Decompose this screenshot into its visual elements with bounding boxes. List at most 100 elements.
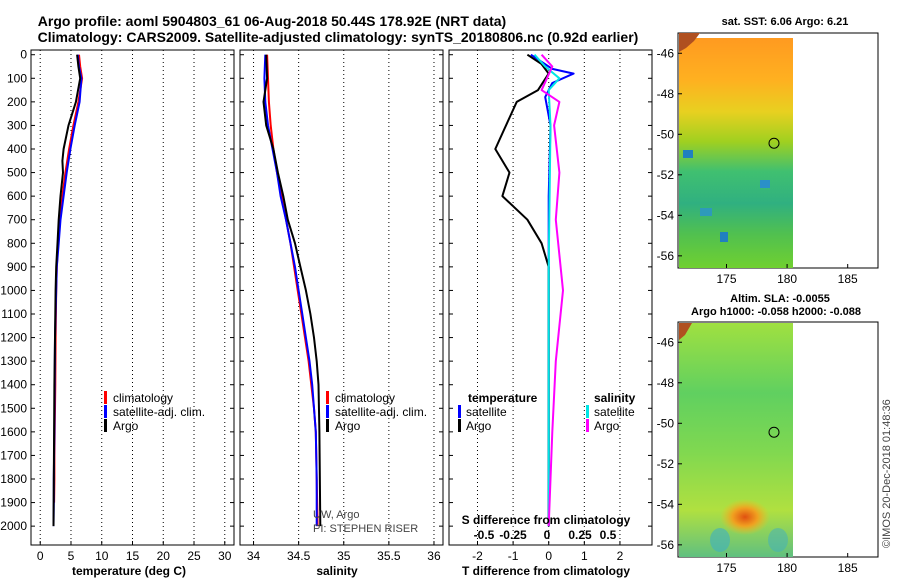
x-tick-label: 20 — [157, 549, 171, 563]
top-axis-ticks: -0.5 -0.25 0 0.25 0.5 — [474, 528, 617, 542]
legend-label: satellite — [594, 405, 635, 419]
y-tick-label: -54 — [657, 208, 675, 222]
depth-tick-label: 1000 — [0, 283, 27, 297]
legend-heading-salinity: salinity — [594, 391, 636, 405]
depth-tick-label: 1100 — [1, 307, 27, 321]
depth-axis-labels: 0 100 200 300 400 500 600 700 800 900 1000 1100 1200… — [0, 48, 27, 533]
sla-map-axes: 175 180 185 -46 -48 -50 -52 -54 -56 — [657, 335, 858, 575]
depth-tick-label: 0 — [20, 48, 27, 62]
legend-swatch-t-argo — [458, 419, 461, 432]
x-tick-label: 35 — [337, 549, 351, 563]
x-tick-label: 1 — [581, 549, 588, 563]
legend-label: satellite-adj. clim. — [335, 405, 427, 419]
legend-swatch-s-satellite — [586, 405, 589, 418]
depth-tick-label: 900 — [7, 260, 27, 274]
series-line-s-argo — [540, 54, 564, 527]
y-tick-label: -48 — [657, 87, 675, 101]
temperature-legend: climatology satellite-adj. clim. Argo — [104, 391, 205, 433]
top-tick-label: -0.25 — [499, 528, 527, 542]
legend-heading-temperature: temperature — [468, 391, 538, 405]
depth-tick-label: 2000 — [0, 519, 27, 533]
x-tick-label: 185 — [838, 272, 858, 286]
difference-legend: temperature satellite Argo salinity sate… — [458, 391, 636, 542]
y-tick-label: -52 — [657, 457, 675, 471]
x-tick-label: 34 — [247, 549, 261, 563]
x-tick-label: 15 — [126, 549, 140, 563]
y-tick-label: -50 — [657, 416, 675, 430]
depth-tick-label: 1200 — [0, 331, 27, 345]
legend-swatch-s-argo — [586, 419, 589, 432]
depth-tick-label: 500 — [7, 166, 27, 180]
legend-swatch-climatology — [104, 391, 107, 404]
y-tick-label: -48 — [657, 376, 675, 390]
difference-panel: -2 -1 0 1 2 — [448, 49, 653, 563]
top-tick-label: 0.5 — [600, 528, 617, 542]
temperature-panel: 0 5 10 15 20 25 30 — [30, 49, 235, 563]
plot-frame — [239, 49, 444, 546]
land-patch — [679, 33, 700, 52]
depth-tick-label: 1800 — [0, 472, 27, 486]
figure-title-line2: Climatology: CARS2009. Satellite-adjuste… — [38, 29, 639, 45]
legend-label: Argo — [113, 419, 139, 433]
legend-swatch-satellite — [326, 405, 329, 418]
sla-low-anomaly — [710, 528, 730, 552]
top-tick-label: 0.25 — [568, 528, 592, 542]
sst-field — [679, 38, 793, 268]
top-tick-label: -0.5 — [474, 528, 495, 542]
sst-map-axes: 175 180 185 -46 -48 -50 -52 -54 -56 — [657, 46, 858, 286]
legend-label: Argo — [335, 419, 361, 433]
legend-label: climatology — [113, 391, 173, 405]
x-tick-label: 5 — [68, 549, 75, 563]
sst-cool-pixel — [683, 150, 693, 158]
x-tick-label: 10 — [95, 549, 109, 563]
legend-label: satellite — [466, 405, 507, 419]
depth-tick-label: 1600 — [0, 425, 27, 439]
argo-position-marker — [768, 137, 780, 149]
x-tick-label: 36 — [427, 549, 441, 563]
sst-map-title: sat. SST: 6.06 Argo: 6.21 — [722, 16, 849, 28]
x-tick-label: 25 — [187, 549, 201, 563]
series-line-argo — [52, 54, 82, 527]
depth-tick-label: 300 — [7, 118, 27, 132]
legend-swatch-satellite — [104, 405, 107, 418]
depth-tick-label: 200 — [7, 95, 27, 109]
x-tick-label: 2 — [617, 549, 624, 563]
credit-text: UW, Argo — [313, 509, 359, 521]
sst-cool-pixel — [720, 232, 728, 242]
watermark-text: ©IMOS 20-Dec-2018 01:48:36 — [881, 399, 893, 548]
y-tick-label: -46 — [657, 46, 675, 60]
y-tick-label: -50 — [657, 127, 675, 141]
sst-map: sat. SST: 6.06 Argo: 6.21 175 180 185 -46 -4… — [657, 16, 879, 286]
salinity-legend: climatology satellite-adj. clim. Argo UW… — [313, 391, 427, 535]
x-tick-label: 175 — [716, 561, 736, 575]
sst-cool-pixel — [700, 208, 712, 216]
depth-tick-label: 100 — [7, 71, 27, 85]
legend-swatch-t-satellite — [458, 405, 461, 418]
top-axis-label: S difference from climatology — [462, 513, 631, 527]
depth-tick-label: 600 — [7, 189, 27, 203]
legend-swatch-argo — [104, 419, 107, 432]
y-tick-label: -56 — [657, 538, 675, 552]
x-tick-label: 185 — [838, 561, 858, 575]
legend-swatch-argo — [326, 419, 329, 432]
sla-map-title-line1: Altim. SLA: -0.0055 — [730, 293, 830, 305]
legend-label: satellite-adj. clim. — [113, 405, 205, 419]
difference-xlabel: T difference from climatology — [462, 564, 630, 578]
sla-map-title-line2: Argo h1000: -0.058 h2000: -0.088 — [691, 306, 861, 318]
series-line-satellite-adj-clim- — [263, 54, 318, 527]
pi-text: PI: STEPHEN RISER — [313, 523, 418, 535]
depth-tick-label: 1400 — [0, 378, 27, 392]
x-tick-label: 175 — [716, 272, 736, 286]
x-tick-label: 30 — [218, 549, 232, 563]
sst-cool-pixel — [760, 180, 770, 188]
figure-title-line1: Argo profile: aoml 5904803_61 06-Aug-201… — [38, 13, 506, 29]
x-tick-label: 0 — [545, 549, 552, 563]
argo-position-marker — [768, 426, 780, 438]
depth-tick-label: 1300 — [0, 354, 27, 368]
legend-label: Argo — [594, 419, 620, 433]
legend-label: Argo — [466, 419, 492, 433]
x-tick-label: 0 — [37, 549, 44, 563]
depth-tick-label: 1500 — [0, 401, 27, 415]
y-tick-label: -56 — [657, 249, 675, 263]
